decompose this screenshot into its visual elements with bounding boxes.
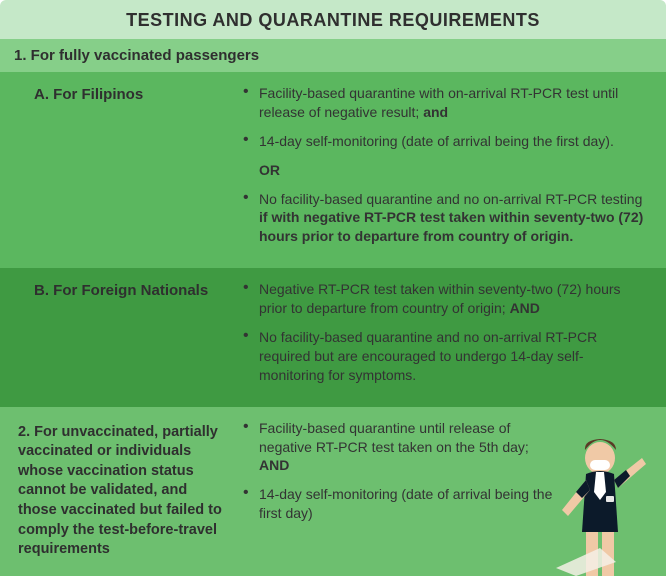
bullet-text: Facility-based quarantine until release …: [259, 420, 529, 455]
section-2: 2. For unvaccinated, partially vaccinate…: [0, 407, 666, 576]
page-title: TESTING AND QUARANTINE REQUIREMENTS: [0, 0, 666, 39]
section-1a-body: Facility-based quarantine with on-arriva…: [235, 72, 666, 268]
section-2-body: Facility-based quarantine until release …: [235, 407, 666, 576]
bullet-text: No facility-based quarantine and no on-a…: [259, 191, 642, 207]
or-separator: OR: [259, 161, 648, 180]
bullet-bold: AND: [510, 300, 540, 316]
bullet-text: Negative RT-PCR test taken within sevent…: [259, 281, 621, 316]
list-item: No facility-based quarantine and no on-a…: [243, 328, 648, 385]
section-1b-body: Negative RT-PCR test taken within sevent…: [235, 268, 666, 406]
list-item: 14-day self-monitoring (date of arrival …: [243, 132, 648, 151]
list-item: No facility-based quarantine and no on-a…: [243, 190, 648, 247]
section-1b: B. For Foreign Nationals Negative RT-PCR…: [0, 268, 666, 406]
section-1-heading: 1. For fully vaccinated passengers: [0, 39, 666, 72]
list-item: Facility-based quarantine until release …: [243, 419, 556, 476]
list-item: Negative RT-PCR test taken within sevent…: [243, 280, 648, 318]
section-1b-label: B. For Foreign Nationals: [0, 268, 235, 406]
infographic: TESTING AND QUARANTINE REQUIREMENTS 1. F…: [0, 0, 666, 576]
list-item: 14-day self-monitoring (date of arrival …: [243, 485, 556, 523]
bullet-bold: and: [423, 104, 448, 120]
section-2-heading: 2. For unvaccinated, partially vaccinate…: [0, 407, 235, 576]
bullet-bold: if with negative RT-PCR test taken withi…: [259, 209, 643, 244]
section-1a-label: A. For Filipinos: [0, 72, 235, 268]
section-1a: A. For Filipinos Facility-based quaranti…: [0, 72, 666, 268]
bullet-bold: AND: [259, 457, 289, 473]
list-item: Facility-based quarantine with on-arriva…: [243, 84, 648, 122]
